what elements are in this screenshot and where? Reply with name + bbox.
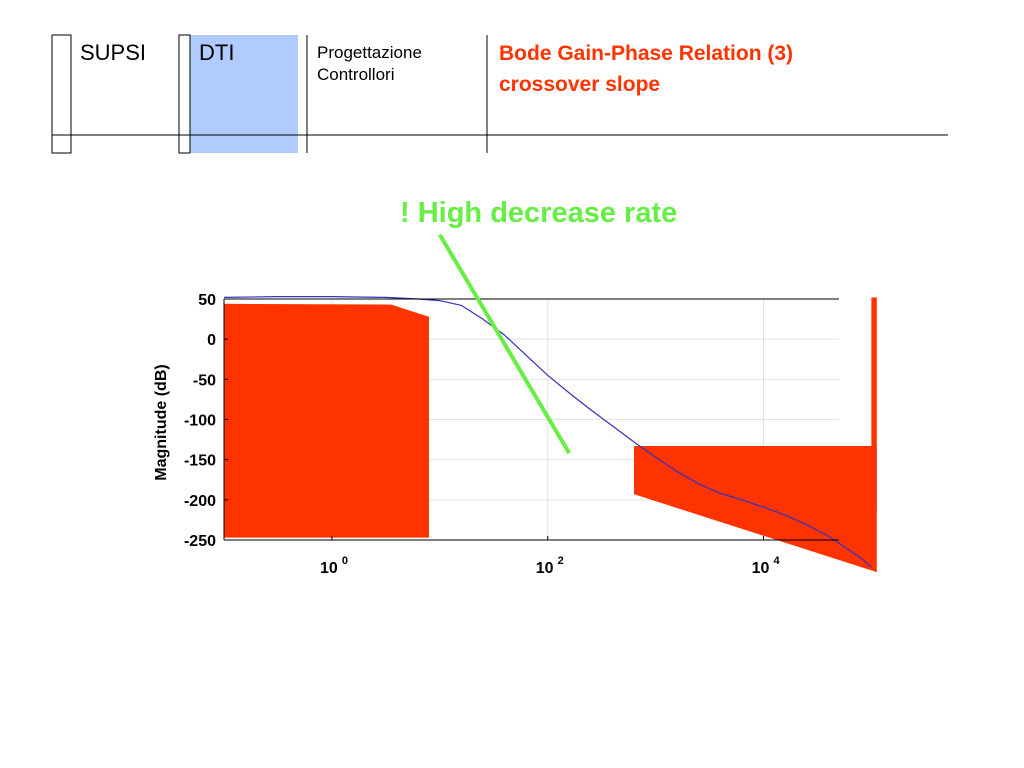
y-tick-label: -50 xyxy=(193,372,216,389)
x-tick-label-exponent: 0 xyxy=(342,555,348,567)
mask-region-2 xyxy=(634,446,877,573)
x-tick-label-exponent: 2 xyxy=(558,555,564,567)
slide-title-line2: crossover slope xyxy=(499,73,661,96)
mask-regions xyxy=(224,297,877,573)
dti-highlight xyxy=(190,35,298,153)
x-tick-label-base: 10 xyxy=(320,560,338,577)
y-tick-label: -200 xyxy=(184,493,216,510)
y-tick-label: 50 xyxy=(198,292,216,309)
slide-title-line1: Bode Gain-Phase Relation (3) xyxy=(499,42,794,65)
y-tick-label: -150 xyxy=(184,453,216,470)
annotation-label: ! High decrease rate xyxy=(400,197,678,229)
department-label: DTI xyxy=(199,40,235,65)
y-tick-label: 0 xyxy=(207,332,216,349)
course-title-line2: Controllori xyxy=(317,65,395,84)
y-tick-label: -250 xyxy=(184,533,216,550)
slope-annotation xyxy=(438,233,571,455)
x-tick-label-base: 10 xyxy=(752,560,770,577)
y-axis-title: Magnitude (dB) xyxy=(153,364,170,480)
institution-label: SUPSI xyxy=(80,40,147,65)
y-tick-label: -100 xyxy=(184,413,216,430)
mask-region-1 xyxy=(224,303,429,538)
course-title-line1: Progettazione xyxy=(317,43,422,62)
slope-line xyxy=(438,233,571,455)
header-frame xyxy=(51,34,948,154)
axes xyxy=(223,298,839,541)
x-tick-label-exponent: 4 xyxy=(773,555,780,567)
x-tick-label-base: 10 xyxy=(536,560,554,577)
